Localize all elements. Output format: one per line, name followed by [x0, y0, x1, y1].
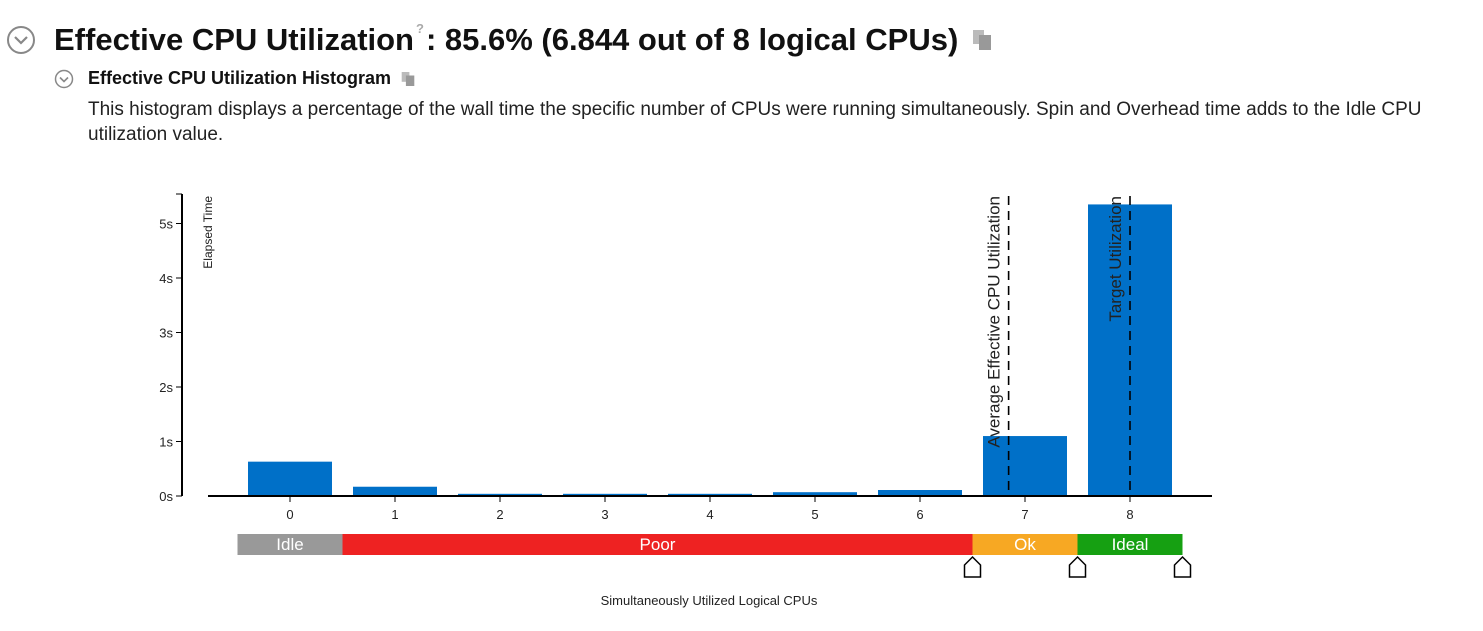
y-tick-label: 0s [159, 489, 173, 504]
range-segment [342, 534, 973, 555]
x-tick-label: 3 [601, 507, 608, 522]
title-text: Effective CPU Utilization [54, 22, 414, 57]
bar[interactable] [458, 493, 542, 496]
collapse-icon[interactable] [6, 25, 36, 55]
report-header: Effective CPU Utilization ? : 85.6% (6.8… [6, 20, 992, 60]
marker-label: Average Effective CPU Utilization [985, 196, 1004, 448]
marker-label: Target Utilization [1106, 196, 1125, 322]
x-tick-label: 1 [391, 507, 398, 522]
bar[interactable] [878, 490, 962, 496]
range-label: Poor [640, 535, 676, 554]
range-label: Ideal [1112, 535, 1149, 554]
range-label: Idle [276, 535, 303, 554]
utilization-value: : 85.6% (6.844 out of 8 logical CPUs) [425, 22, 959, 57]
histogram-section-header: Effective CPU Utilization Histogram [54, 68, 415, 89]
bar[interactable] [563, 493, 647, 496]
x-tick-label: 5 [811, 507, 818, 522]
x-tick-label: 2 [496, 507, 503, 522]
threshold-handle[interactable] [1068, 555, 1087, 578]
y-axis-label: Elapsed Time [201, 196, 215, 269]
range-segment [972, 534, 1078, 555]
section-collapse-icon[interactable] [54, 69, 74, 89]
y-tick-label: 5s [159, 217, 173, 232]
x-tick-label: 0 [286, 507, 293, 522]
threshold-handle[interactable] [963, 555, 982, 578]
x-tick-label: 7 [1021, 507, 1028, 522]
x-tick-label: 6 [916, 507, 923, 522]
range-label: Ok [1014, 535, 1036, 554]
range-segment [1077, 534, 1183, 555]
help-icon[interactable]: ? [416, 20, 424, 36]
page-title: Effective CPU Utilization ? : 85.6% (6.8… [54, 20, 959, 58]
y-tick-label: 4s [159, 271, 173, 286]
y-tick-label: 1s [159, 435, 173, 450]
threshold-handle[interactable] [1173, 555, 1192, 578]
section-description: This histogram displays a percentage of … [88, 99, 1422, 145]
bar[interactable] [248, 461, 332, 496]
y-tick-label: 3s [159, 326, 173, 341]
range-segment [237, 534, 343, 555]
copy-icon[interactable] [972, 29, 992, 51]
section-title: Effective CPU Utilization Histogram [88, 68, 392, 88]
y-tick-label: 2s [159, 380, 173, 395]
x-axis-label: Simultaneously Utilized Logical CPUs [601, 593, 818, 608]
section-copy-icon[interactable] [401, 71, 415, 87]
x-tick-label: 4 [706, 507, 713, 522]
bar[interactable] [773, 492, 857, 496]
bar[interactable] [353, 486, 437, 496]
x-tick-label: 8 [1126, 507, 1133, 522]
bar[interactable] [668, 493, 752, 496]
bar[interactable] [983, 436, 1067, 496]
